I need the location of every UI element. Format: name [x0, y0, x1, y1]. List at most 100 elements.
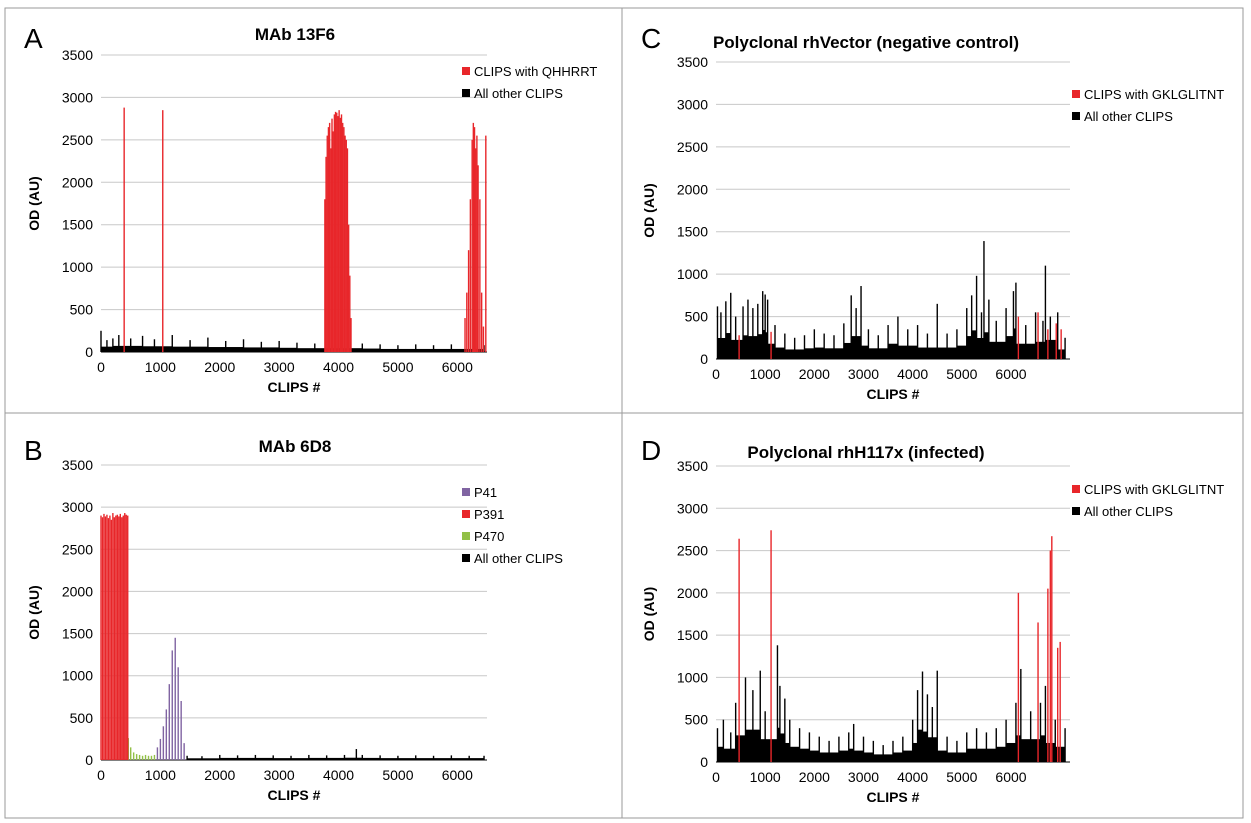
bar	[946, 736, 948, 762]
bar	[716, 728, 719, 762]
bar	[888, 343, 898, 359]
bar	[995, 728, 997, 762]
bar	[1015, 702, 1017, 762]
bar	[343, 754, 346, 760]
y-tick-label: 3500	[62, 457, 93, 473]
bar	[1059, 641, 1061, 762]
bar	[125, 514, 127, 760]
bar	[747, 299, 749, 359]
bar	[752, 336, 758, 359]
bar	[734, 702, 737, 762]
bar	[110, 519, 113, 760]
bar	[936, 670, 938, 762]
bar	[116, 514, 119, 760]
bar	[809, 750, 820, 762]
bar	[911, 719, 914, 762]
bar	[838, 736, 840, 762]
legend-entry: CLIPS with QHHRRT	[474, 64, 597, 79]
chart-title: Polyclonal rhVector (negative control)	[713, 33, 1019, 52]
bar	[1060, 329, 1062, 359]
bar	[187, 758, 202, 760]
bar	[717, 337, 721, 359]
bar	[907, 329, 909, 359]
x-tick-label: 4000	[897, 769, 928, 785]
bar	[132, 752, 135, 760]
legend-swatch	[1072, 112, 1080, 120]
bar	[774, 325, 776, 359]
bar	[907, 345, 918, 359]
y-tick-label: 3500	[677, 458, 708, 474]
bar	[106, 514, 108, 760]
bar	[917, 347, 928, 359]
bar	[983, 332, 989, 359]
bar	[762, 329, 766, 359]
bar	[135, 754, 138, 760]
y-tick-label: 3500	[677, 54, 708, 70]
bar	[1020, 668, 1022, 762]
x-axis-label: CLIPS #	[867, 386, 920, 402]
bar	[242, 339, 245, 352]
bar	[725, 333, 731, 359]
bar	[764, 711, 766, 762]
bar	[752, 690, 754, 762]
bar	[981, 337, 984, 359]
bar	[159, 738, 162, 760]
bar	[757, 334, 763, 359]
bar	[236, 755, 239, 760]
bar	[324, 199, 326, 352]
bar	[475, 148, 477, 352]
bar	[799, 748, 810, 762]
bar	[112, 345, 119, 352]
bar	[119, 513, 121, 760]
bar	[153, 339, 156, 352]
bar	[843, 342, 852, 359]
bar	[1005, 719, 1007, 762]
bar	[757, 303, 759, 359]
series-all-other-clips	[716, 241, 1066, 359]
bar	[996, 341, 1007, 359]
bar	[112, 513, 114, 760]
bar	[112, 338, 114, 352]
bar	[956, 345, 967, 359]
bar	[219, 754, 221, 760]
bar	[784, 698, 786, 762]
bar	[834, 348, 844, 359]
bar	[380, 758, 398, 760]
bar	[988, 341, 997, 359]
bar	[338, 110, 340, 353]
bar	[260, 341, 263, 352]
bar	[308, 754, 310, 760]
bar	[985, 732, 988, 762]
bar	[325, 755, 328, 760]
bar	[1006, 742, 1016, 762]
legend-entry: All other CLIPS	[1084, 504, 1173, 519]
bar	[730, 732, 732, 762]
bar	[355, 749, 358, 760]
bar	[784, 742, 790, 762]
y-tick-label: 2000	[62, 174, 93, 190]
bar	[100, 515, 102, 760]
y-axis-label: OD (AU)	[641, 587, 657, 641]
y-tick-label: 1000	[62, 259, 93, 275]
legend-entry: All other CLIPS	[474, 86, 563, 101]
bar	[107, 518, 110, 760]
bar	[142, 346, 155, 352]
series-p470	[127, 738, 156, 760]
bar	[314, 343, 316, 352]
bar	[855, 308, 857, 359]
bar	[101, 346, 107, 352]
bar	[451, 348, 485, 352]
bar	[986, 748, 997, 762]
legend-entry: P41	[474, 485, 497, 500]
x-tick-label: 3000	[848, 769, 879, 785]
bar	[450, 344, 453, 352]
series-all-other-clips	[186, 749, 485, 760]
bar	[432, 755, 435, 760]
bar	[479, 199, 481, 352]
bar	[921, 671, 924, 762]
bar	[345, 139, 347, 352]
x-tick-label: 5000	[382, 767, 413, 783]
bar	[483, 755, 485, 760]
bar	[168, 684, 170, 760]
legend-swatch	[462, 67, 470, 75]
